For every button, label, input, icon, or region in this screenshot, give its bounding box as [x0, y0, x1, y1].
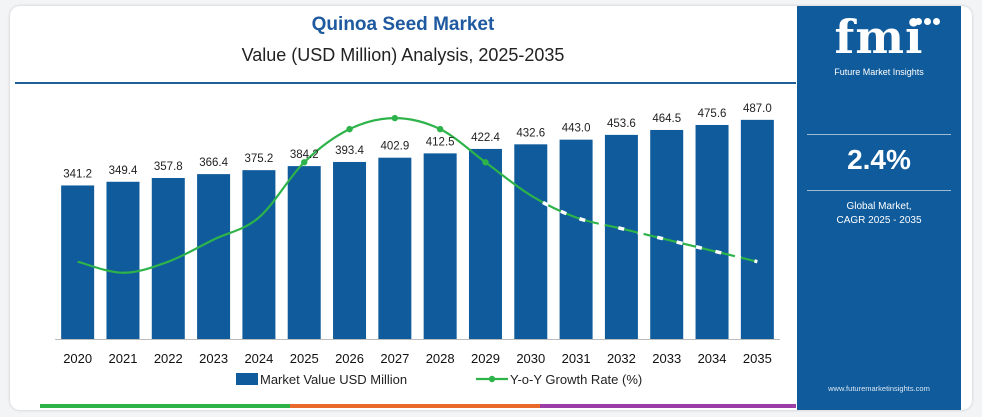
bar-2030	[514, 144, 548, 339]
x-tick-label: 2026	[335, 351, 364, 366]
bar-value-label: 349.4	[109, 165, 138, 177]
legend-bar-label: Market Value USD Million	[260, 372, 407, 387]
bar-value-label: 341.2	[63, 168, 92, 180]
bar-value-label: 402.9	[380, 141, 409, 153]
accent-bar-3	[540, 404, 796, 408]
growth-point-2025	[301, 159, 308, 166]
bar-2022	[151, 177, 185, 339]
cagr-line-1: Global Market,	[846, 201, 912, 212]
sidebar-divider-mid	[807, 190, 951, 191]
growth-point-2027	[391, 114, 399, 122]
bar-2028	[423, 153, 457, 339]
x-tick-label: 2023	[199, 351, 228, 366]
bar-value-label: 443.0	[562, 123, 591, 135]
bar-2034	[695, 124, 729, 339]
bar-2025	[287, 166, 321, 339]
website-link[interactable]: www.futuremarketinsights.com	[828, 384, 930, 393]
bar-2021	[106, 181, 140, 339]
bar-2031	[559, 139, 593, 339]
cagr-value: 2.4%	[847, 144, 911, 175]
bar-2032	[604, 134, 638, 339]
cagr-description: Global Market, CAGR 2025 - 2035	[797, 200, 961, 228]
x-tick-label: 2022	[154, 351, 183, 366]
bar-value-label: 384.2	[290, 149, 319, 161]
chart-title: Quinoa Seed Market	[311, 14, 495, 35]
chart-card: Quinoa Seed Market Value (USD Million) A…	[10, 6, 972, 410]
chart-plot: 341.2 349.4 357.8 366.4 375.2 384.2 393.4 402.9…	[55, 103, 780, 387]
x-tick-label: 2028	[426, 351, 455, 366]
growth-point-2026	[346, 125, 353, 133]
bar-value-label: 432.6	[516, 127, 545, 139]
bar-value-label: 475.6	[698, 108, 727, 120]
x-tick-label: 2032	[607, 351, 636, 366]
x-tick-label: 2034	[698, 351, 727, 366]
title-divider	[15, 82, 796, 84]
logo-dots-icon	[915, 12, 942, 30]
growth-line-dash-gaps	[529, 193, 758, 264]
cagr-line-2: CAGR 2025 - 2035	[836, 215, 922, 226]
growth-point-2029	[482, 159, 489, 166]
x-tick-label: 2024	[244, 351, 273, 366]
bar-value-label: 412.5	[426, 136, 455, 148]
x-tick-label: 2027	[380, 351, 409, 366]
bar-2029	[468, 148, 502, 339]
x-tick-label: 2033	[652, 351, 681, 366]
bar-2035	[740, 119, 774, 339]
bar-value-label: 393.4	[335, 145, 364, 157]
x-tick-label: 2031	[562, 351, 591, 366]
x-tick-label: 2021	[109, 351, 138, 366]
bar-value-label: 464.5	[652, 113, 681, 125]
accent-bar-2	[290, 404, 540, 408]
bar-value-label: 487.0	[743, 103, 772, 115]
brand-sidebar: fmi Future Market Insights 2.4% Global M…	[797, 6, 961, 410]
growth-point-2028	[436, 125, 444, 133]
legend-bar-swatch	[236, 373, 258, 385]
fmi-logo: fmi	[834, 10, 924, 64]
bar-2024	[242, 170, 276, 339]
x-tick-label: 2025	[290, 351, 319, 366]
sidebar-divider-top	[807, 134, 951, 135]
bar-value-label: 422.4	[471, 132, 500, 144]
bar-value-label: 375.2	[245, 153, 274, 165]
accent-bar-1	[40, 404, 290, 408]
bar-2033	[650, 129, 684, 339]
chart-subtitle: Value (USD Million) Analysis, 2025-2035	[241, 45, 565, 65]
x-tick-label: 2020	[63, 351, 92, 366]
bar-value-label: 366.4	[199, 157, 228, 169]
legend-line-label: Y-o-Y Growth Rate (%)	[510, 372, 642, 387]
x-tick-label: 2035	[743, 351, 772, 366]
x-tick-label: 2029	[471, 351, 500, 366]
bar-2023	[197, 174, 231, 339]
bar-2027	[378, 157, 412, 339]
x-tick-label: 2030	[516, 351, 545, 366]
bar-value-label: 453.6	[607, 118, 636, 130]
bar-value-label: 357.8	[154, 161, 183, 173]
legend-line-marker	[488, 375, 496, 383]
logo-subtext: Future Market Insights	[834, 67, 924, 77]
bar-2026	[333, 161, 367, 339]
